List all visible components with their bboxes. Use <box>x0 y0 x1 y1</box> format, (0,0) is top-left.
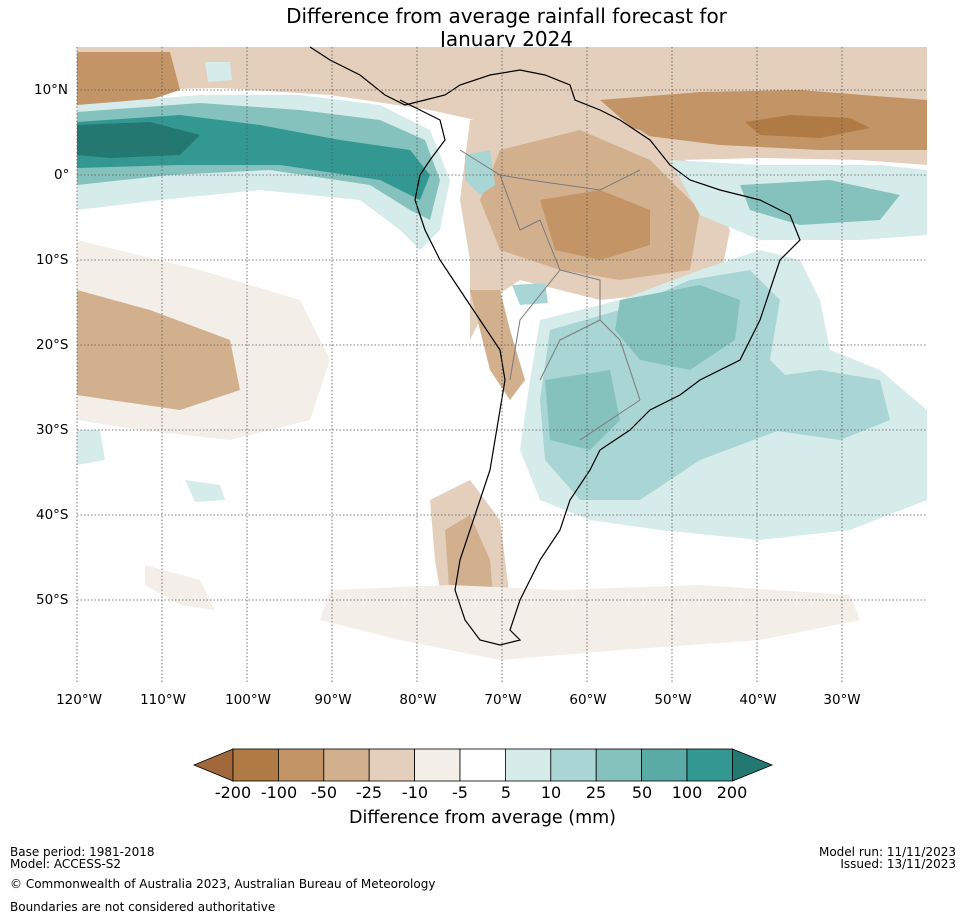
lon-label-100w: 100°W <box>225 692 271 708</box>
lon-label-90w: 90°W <box>314 692 352 708</box>
lon-label-70w: 70°W <box>484 692 522 708</box>
colorbar-tick: -50 <box>310 783 338 802</box>
colorbar-swatch <box>459 748 506 782</box>
dry-pacific-southwest <box>145 565 215 610</box>
colorbar-swatch <box>414 748 461 782</box>
colorbar-swatch <box>277 748 325 782</box>
lon-label-30w: 30°W <box>823 692 861 708</box>
wet-small-north <box>205 62 232 82</box>
wet-atlantic-sw <box>750 370 890 440</box>
lon-label-50w: 50°W <box>654 692 692 708</box>
wet-pacific-small <box>185 480 225 502</box>
wet-colombia <box>465 150 495 195</box>
wet-itcz-core-dark <box>77 122 200 158</box>
country-boundaries <box>459 149 641 441</box>
colorbar-swatch <box>368 748 416 782</box>
colorbar-swatch <box>686 748 733 782</box>
colorbar-tick: -100 <box>260 783 298 802</box>
colorbar-swatch <box>550 748 597 782</box>
colorbar-tick: -10 <box>401 783 429 802</box>
lat-label-40s: 40°S <box>36 507 69 523</box>
wet-pacific-small2 <box>77 430 105 465</box>
colorbar-tick: 50 <box>631 783 653 802</box>
lon-label-60w: 60°W <box>569 692 607 708</box>
map-title-line2: January 2024 <box>439 27 574 51</box>
graticule <box>76 47 927 684</box>
boundaries-disclaimer: Boundaries are not considered authoritat… <box>10 900 276 914</box>
colorbar-tick: 100 <box>671 783 703 802</box>
wet-bolivia <box>512 283 548 305</box>
wet-brazil-core <box>615 285 740 370</box>
colorbar-swatch <box>595 748 643 782</box>
colorbar <box>192 748 774 782</box>
lat-label-50s: 50°S <box>36 592 69 608</box>
south-america-coastline <box>309 46 801 646</box>
colorbar-tick: -200 <box>214 783 252 802</box>
colorbar-swatch <box>641 748 688 782</box>
dry-pacific-south-core <box>77 290 240 410</box>
model-text: Model: ACCESS-S2 <box>10 857 122 871</box>
lon-label-80w: 80°W <box>399 692 437 708</box>
dry-south-ocean <box>320 585 860 660</box>
lat-label-30s: 30°S <box>36 422 69 438</box>
base-period-text: Base period: 1981-2018 <box>10 845 155 859</box>
colorbar-arrow-high <box>732 748 774 782</box>
colorbar-tick: 10 <box>540 783 562 802</box>
lat-label-10n: 10°N <box>34 82 69 98</box>
lat-label-10s: 10°S <box>36 252 69 268</box>
colorbar-tick: -25 <box>355 783 383 802</box>
lat-label-20s: 20°S <box>36 337 69 353</box>
lon-label-110w: 110°W <box>140 692 186 708</box>
wet-atlantic-east-core <box>740 180 900 225</box>
dry-amazon-core2 <box>540 190 650 260</box>
colorbar-tick: 200 <box>716 783 748 802</box>
colorbar-arrow-low <box>192 748 234 782</box>
map-title-line1: Difference from average rainfall forecas… <box>286 4 727 28</box>
colorbar-swatch <box>323 748 370 782</box>
dry-core-north-east-dark <box>745 115 870 138</box>
colorbar-tick: -5 <box>452 783 468 802</box>
lat-label-0: 0° <box>54 167 70 183</box>
model-run-text: Model run: 11/11/2023 <box>818 845 956 859</box>
colorbar-tick: 5 <box>500 783 512 802</box>
issued-text: Issued: 13/11/2023 <box>840 857 956 871</box>
lon-label-120w: 120°W <box>56 692 102 708</box>
dry-band-north-core <box>77 52 180 112</box>
colorbar-swatch <box>504 748 552 782</box>
colorbar-label: Difference from average (mm) <box>348 808 617 828</box>
colorbar-swatch <box>232 748 279 782</box>
copyright-text: © Commonwealth of Australia 2023, Austra… <box>10 877 436 891</box>
lon-label-40w: 40°W <box>739 692 777 708</box>
colorbar-tick: 25 <box>585 783 607 802</box>
